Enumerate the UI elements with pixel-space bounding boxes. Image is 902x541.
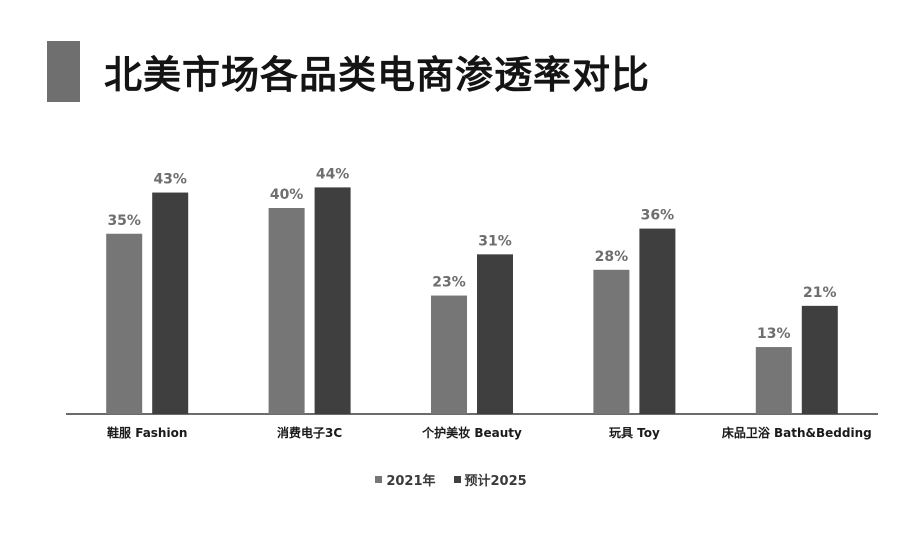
legend-label-series-1: 2021年 — [386, 474, 436, 489]
legend-item-series-1: 2021年 — [375, 470, 436, 489]
category-label-3: 个护美妆 Beauty — [421, 425, 522, 440]
data-label-series-1-cat-5: 13% — [757, 326, 791, 342]
bar-series-1-cat-5 — [755, 347, 792, 414]
legend-swatch-series-1 — [375, 476, 383, 483]
data-label-series-2-cat-5: 21% — [803, 285, 837, 301]
data-label-series-2-cat-2: 44% — [316, 166, 350, 182]
legend-swatch-series-2 — [453, 476, 461, 483]
data-label-series-1-cat-3: 23% — [432, 275, 466, 291]
data-label-series-2-cat-4: 36% — [641, 208, 675, 224]
bar-series-1-cat-3 — [431, 295, 467, 414]
bar-series-1-cat-2 — [268, 208, 305, 414]
bar-series-2-cat-1 — [152, 192, 189, 414]
data-label-series-2-cat-1: 43% — [153, 172, 187, 188]
legend: 2021年 预计2025 — [0, 470, 902, 489]
category-label-4: 玩具 Toy — [609, 426, 660, 440]
bar-series-1-cat-4 — [593, 269, 630, 414]
bar-series-2-cat-4 — [639, 228, 676, 414]
page-title: 北美市场各品类电商渗透率对比 — [104, 53, 651, 97]
legend-label-series-2: 预计2025 — [464, 474, 527, 489]
category-label-1: 鞋服 Fashion — [107, 425, 187, 440]
data-label-series-2-cat-3: 31% — [478, 233, 512, 249]
bar-series-2-cat-5 — [801, 305, 838, 414]
category-label-2: 消费电子3C — [277, 425, 342, 440]
data-label-series-1-cat-4: 28% — [595, 249, 629, 265]
data-label-series-1-cat-1: 35% — [107, 213, 141, 229]
title-accent-bar — [47, 41, 80, 102]
category-label-5: 床品卫浴 Bath&Bedding — [722, 425, 872, 440]
legend-item-series-2: 预计2025 — [453, 470, 527, 489]
bar-series-2-cat-3 — [477, 254, 513, 414]
bar-series-1-cat-1 — [106, 233, 143, 414]
bar-series-2-cat-2 — [314, 187, 351, 414]
data-label-series-1-cat-2: 40% — [270, 187, 304, 203]
